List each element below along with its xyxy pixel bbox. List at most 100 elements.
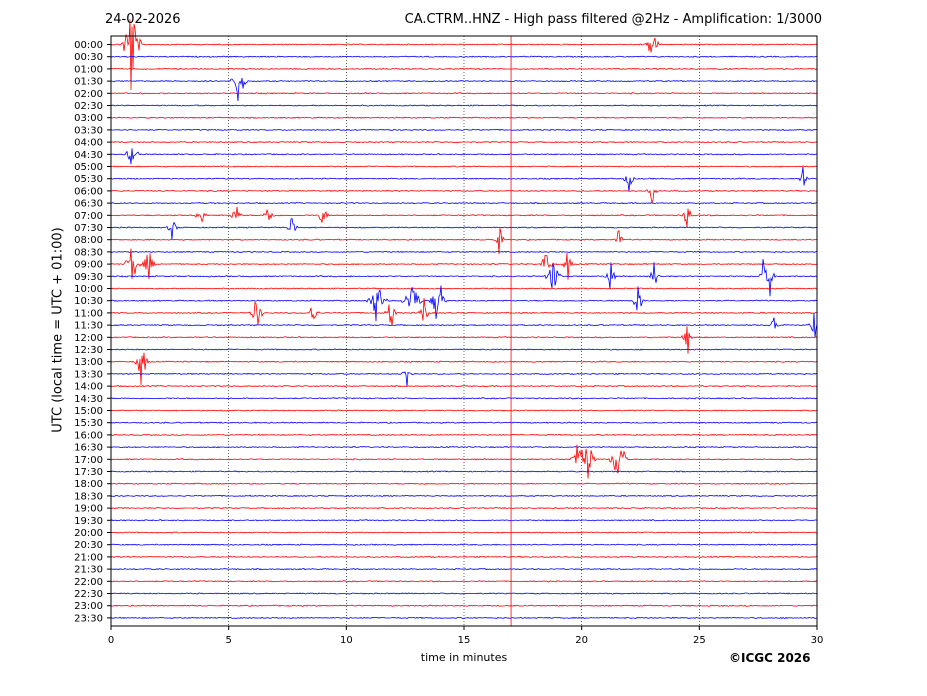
y-tick-label: 20:30 — [74, 540, 103, 551]
trace-line — [110, 201, 817, 205]
y-tick-label: 19:30 — [74, 516, 103, 527]
y-tick-label: 01:00 — [74, 64, 103, 75]
trace-line — [110, 604, 818, 607]
y-tick-label: 22:30 — [74, 589, 103, 600]
y-tick-label: 23:00 — [74, 601, 103, 612]
y-tick-label: 18:00 — [74, 479, 103, 490]
trace-line — [110, 555, 818, 559]
trace-line — [110, 19, 818, 90]
y-tick-label: 05:30 — [74, 174, 103, 185]
x-tick-label: 15 — [458, 635, 471, 646]
y-tick-label: 16:30 — [74, 443, 103, 454]
y-tick-label: 19:00 — [74, 504, 103, 515]
y-tick-label: 11:00 — [74, 308, 103, 319]
x-axis-label: time in minutes — [420, 651, 508, 664]
trace-line — [110, 285, 818, 322]
y-tick-label: 00:00 — [74, 40, 103, 51]
trace-line — [110, 287, 818, 290]
y-tick-label: 02:00 — [74, 89, 103, 100]
y-tick-label: 06:30 — [74, 199, 103, 210]
y-tick-label: 02:30 — [74, 101, 103, 112]
trace-line — [110, 352, 818, 385]
trace-line — [110, 77, 817, 102]
trace-line — [110, 67, 818, 71]
trace-line — [110, 326, 818, 354]
x-tick-label: 20 — [575, 635, 588, 646]
y-tick-label: 15:30 — [74, 418, 103, 429]
y-tick-label: 06:00 — [74, 186, 103, 197]
trace-line — [110, 148, 818, 165]
y-tick-label: 13:30 — [74, 369, 103, 380]
y-tick-label: 00:30 — [74, 52, 103, 63]
y-tick-label: 23:30 — [74, 613, 103, 624]
trace-line — [110, 206, 818, 228]
y-tick-label: 11:30 — [74, 321, 103, 332]
trace-line — [110, 409, 818, 412]
y-tick-label: 08:30 — [74, 247, 103, 258]
y-tick-label: 12:00 — [74, 333, 103, 344]
grid-layer — [228, 36, 700, 626]
trace-line — [110, 506, 818, 510]
y-tick-label: 16:00 — [74, 430, 103, 441]
trace-line — [110, 371, 818, 387]
y-tick-label: 04:30 — [74, 150, 103, 161]
y-tick-label: 17:00 — [74, 455, 103, 466]
y-tick-label: 13:00 — [74, 357, 103, 368]
y-tick-label: 01:30 — [74, 77, 103, 88]
trace-layer — [110, 19, 818, 626]
trace-line — [110, 421, 818, 424]
x-tick-label: 25 — [693, 635, 706, 646]
y-tick-label: 14:30 — [74, 394, 103, 405]
y-tick-label: 22:00 — [74, 577, 103, 588]
trace-line — [110, 250, 818, 254]
x-tick-label: 10 — [340, 635, 353, 646]
y-tick-label: 21:30 — [74, 565, 103, 576]
trace-line — [110, 531, 818, 534]
x-tick-label: 0 — [108, 635, 114, 646]
trace-line — [110, 298, 818, 326]
trace-line — [110, 248, 818, 280]
trace-line — [110, 482, 818, 485]
trace-line — [110, 217, 818, 240]
trace-line — [110, 92, 818, 95]
y-tick-label: 18:30 — [74, 491, 103, 502]
trace-line — [110, 140, 818, 144]
trace-line — [110, 116, 818, 119]
trace-line — [110, 384, 818, 388]
y-tick-label: 08:00 — [74, 235, 103, 246]
y-tick-label: 15:00 — [74, 406, 103, 417]
trace-line — [111, 444, 817, 479]
trace-line — [110, 104, 818, 107]
y-tick-label: 21:00 — [74, 552, 103, 563]
y-tick-label: 14:00 — [74, 382, 103, 393]
trace-line — [110, 580, 818, 583]
y-tick-label: 12:30 — [74, 345, 103, 356]
trace-line — [110, 470, 818, 473]
y-tick-label: 09:30 — [74, 272, 103, 283]
trace-line — [111, 55, 818, 58]
trace-line — [110, 445, 818, 449]
trace-line — [110, 433, 818, 437]
y-tick-label: 03:00 — [74, 113, 103, 124]
trace-line — [110, 348, 818, 351]
y-tick-label: 03:30 — [74, 125, 103, 136]
y-tick-label: 09:00 — [74, 260, 103, 271]
trace-line — [111, 397, 818, 400]
y-tick-label: 10:30 — [74, 296, 103, 307]
trace-line — [110, 616, 817, 620]
copyright-label: ©ICGC 2026 — [729, 651, 811, 665]
trace-line — [110, 519, 818, 522]
y-tick-label: 07:00 — [74, 211, 103, 222]
trace-line — [110, 128, 818, 132]
y-tick-label: 07:30 — [74, 223, 103, 234]
date-label: 24-02-2026 — [105, 12, 181, 27]
x-tick-label: 30 — [811, 635, 824, 646]
trace-line — [110, 313, 818, 338]
y-tick-label: 04:00 — [74, 138, 103, 149]
y-tick-label: 20:00 — [74, 528, 103, 539]
trace-line — [110, 568, 818, 571]
y-tick-label: 05:00 — [74, 162, 103, 173]
trace-line — [110, 592, 818, 595]
